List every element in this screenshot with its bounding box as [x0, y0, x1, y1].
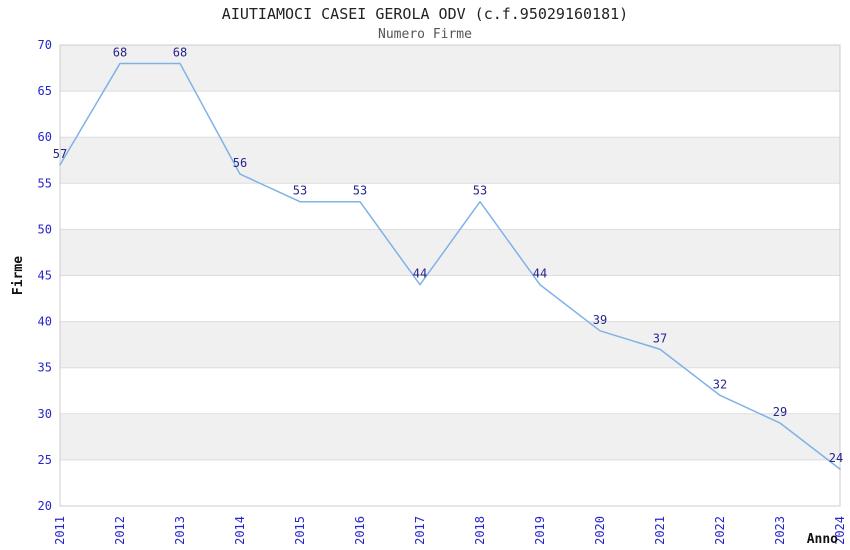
x-tick-label: 2020 [593, 516, 607, 545]
data-point-label: 37 [653, 331, 667, 345]
data-point-label: 68 [113, 45, 127, 59]
y-tick-label: 35 [38, 361, 52, 375]
x-tick-label: 2012 [113, 516, 127, 545]
y-tick-label: 25 [38, 453, 52, 467]
x-tick-label: 2011 [53, 516, 67, 545]
y-tick-label: 65 [38, 84, 52, 98]
plot-band [60, 413, 840, 460]
data-point-label: 53 [293, 184, 307, 198]
data-point-label: 24 [829, 451, 843, 465]
x-tick-label: 2024 [833, 516, 847, 545]
chart-title: AIUTIAMOCI CASEI GEROLA ODV (c.f.9502916… [221, 5, 629, 23]
x-tick-label: 2015 [293, 516, 307, 545]
y-axis-title: Firme [11, 256, 26, 295]
y-tick-label: 30 [38, 407, 52, 421]
y-tick-label: 70 [38, 38, 52, 52]
x-tick-label: 2018 [473, 516, 487, 545]
series-line [59, 62, 841, 470]
data-point-label: 57 [53, 147, 67, 161]
data-point-label: 32 [713, 377, 727, 391]
data-point-label: 56 [233, 156, 247, 170]
data-point-label: 68 [173, 45, 187, 59]
x-tick-label: 2019 [533, 516, 547, 545]
y-tick-label: 55 [38, 176, 52, 190]
data-point-label: 39 [593, 313, 607, 327]
x-axis-title: Anno [807, 532, 838, 547]
y-tick-label: 60 [38, 130, 52, 144]
data-point-label: 29 [773, 405, 787, 419]
x-tick-label: 2023 [773, 516, 787, 545]
data-point-label: 53 [473, 184, 487, 198]
y-tick-label: 45 [38, 269, 52, 283]
plot-border [59, 44, 841, 507]
y-tick-label: 40 [38, 315, 52, 329]
y-tick-label: 50 [38, 222, 52, 236]
y-tick-label: 20 [38, 499, 52, 513]
plot-band [60, 137, 840, 184]
x-tick-label: 2014 [233, 516, 247, 545]
chart-subtitle: Numero Firme [378, 27, 472, 42]
data-point-label: 44 [413, 267, 427, 281]
data-point-label: 44 [533, 267, 547, 281]
plot-band [60, 321, 840, 368]
plot-band [60, 229, 840, 276]
x-tick-label: 2022 [713, 516, 727, 545]
data-point-label: 53 [353, 184, 367, 198]
x-tick-label: 2016 [353, 516, 367, 545]
x-tick-label: 2013 [173, 516, 187, 545]
x-tick-label: 2017 [413, 516, 427, 545]
x-tick-label: 2021 [653, 516, 667, 545]
